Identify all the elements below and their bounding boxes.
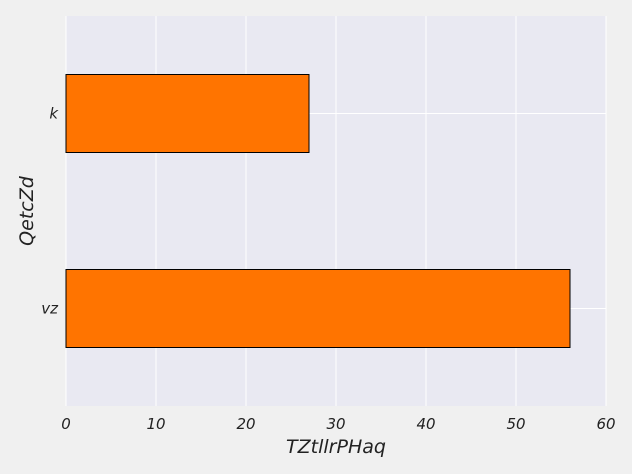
x-axis-label: TZtllrPHaq bbox=[286, 436, 386, 458]
bars bbox=[65, 74, 571, 348]
x-tick-label: 40 bbox=[416, 415, 435, 433]
x-tick-label: 30 bbox=[326, 415, 345, 433]
x-tick-label: 0 bbox=[61, 415, 71, 433]
tick-labels: 0 10 20 30 40 50 60 vz k bbox=[41, 105, 615, 434]
bar-k bbox=[65, 74, 310, 153]
y-axis-label: QetcZd bbox=[16, 175, 38, 246]
x-tick-label: 50 bbox=[506, 415, 525, 433]
y-tick-label: vz bbox=[41, 300, 59, 318]
x-tick-label: 60 bbox=[596, 415, 615, 433]
x-tick-label: 10 bbox=[146, 415, 165, 433]
x-tick-label: 20 bbox=[236, 415, 255, 433]
y-tick-label: k bbox=[49, 105, 59, 123]
bar-vz bbox=[65, 269, 571, 348]
